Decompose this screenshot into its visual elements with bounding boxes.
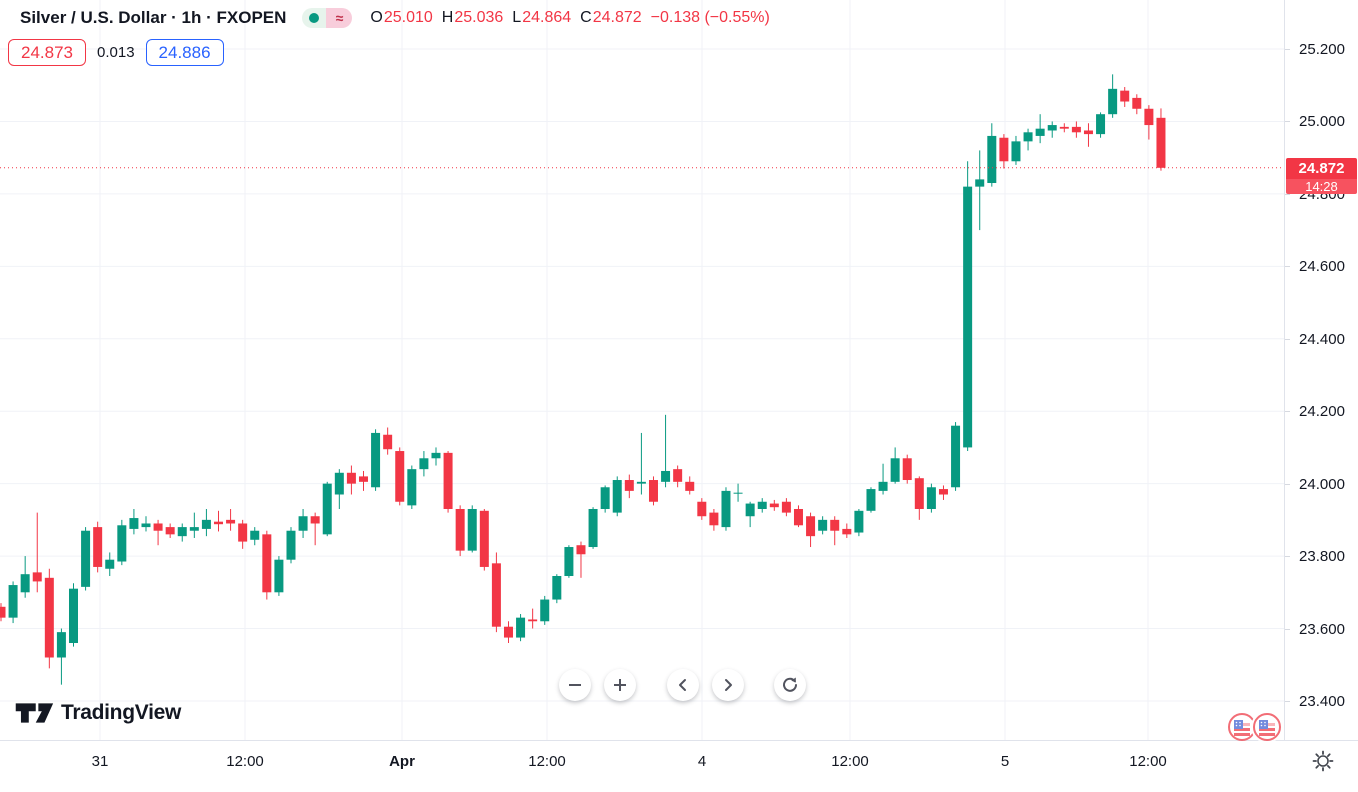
price-tickmark [1285, 339, 1290, 340]
price-tick-label: 24.600 [1299, 258, 1345, 276]
chevron-left-icon [679, 679, 686, 691]
delayed-data-icon: ≈ [326, 8, 353, 28]
price-tick-label: 24.000 [1299, 475, 1345, 493]
time-tick-label: 31 [91, 753, 109, 770]
chart-header: Silver / U.S. Dollar · 1h · FXOPEN ≈ O25… [20, 8, 770, 28]
scroll-right-button[interactable] [712, 669, 744, 701]
chart-pane[interactable]: Silver / U.S. Dollar · 1h · FXOPEN ≈ O25… [0, 0, 1284, 743]
chevron-right-icon [725, 679, 732, 691]
tradingview-logo[interactable]: TradingView [14, 700, 181, 726]
price-tickmark [1285, 556, 1290, 557]
reset-chart-button[interactable] [774, 669, 806, 701]
time-axis[interactable]: 31 12:00 Apr 12:00 4 12:00 5 12:00 [0, 740, 1358, 792]
price-tickmark [1285, 49, 1290, 50]
bar-countdown-timer: 14:28 [1286, 178, 1357, 194]
reset-icon [783, 677, 797, 692]
high-value: 25.036 [454, 9, 504, 26]
price-axis[interactable]: 25.200 25.000 24.800 24.600 24.400 24.200 24.0… [1284, 0, 1358, 740]
scroll-left-button[interactable] [667, 669, 699, 701]
market-open-indicator [302, 8, 327, 28]
price-tickmark [1285, 629, 1290, 630]
low-label: L [512, 9, 522, 26]
close-value: 24.872 [592, 9, 642, 26]
close-label: C [580, 9, 592, 26]
last-price-label: 24.872 14:28 [1286, 157, 1357, 194]
price-tick-label: 25.200 [1299, 41, 1345, 58]
plus-icon [614, 679, 626, 691]
zoom-out-button[interactable] [559, 669, 591, 701]
price-tickmark [1285, 194, 1290, 195]
price-tick-label: 25.000 [1299, 113, 1345, 131]
high-label: H [441, 9, 454, 26]
low-value: 24.864 [522, 9, 572, 26]
zoom-in-button[interactable] [604, 669, 636, 701]
candlestick-chart[interactable] [0, 0, 1284, 740]
open-value: 25.010 [383, 9, 433, 26]
price-tick-label: 24.200 [1299, 403, 1345, 421]
price-tickmark [1285, 484, 1290, 485]
status-dot-icon [309, 13, 320, 23]
spread-value: 0.013 [97, 44, 135, 61]
minus-icon [569, 684, 581, 686]
time-tick-label: 4 [697, 753, 707, 770]
sell-bid-button[interactable]: 24.873 [8, 39, 86, 66]
tradingview-logo-text: TradingView [61, 701, 182, 724]
price-tick-label: 23.400 [1299, 692, 1345, 710]
market-status-badge[interactable]: ≈ [302, 8, 353, 28]
tradingview-logo-icon [15, 703, 54, 723]
buy-ask-button[interactable]: 24.886 [145, 39, 224, 66]
price-tickmark [1285, 121, 1290, 122]
last-price-value: 24.872 [1286, 157, 1357, 179]
time-tick-label: 12:00 [226, 753, 264, 770]
time-tick-label: 12:00 [1129, 753, 1167, 770]
gear-icon [1312, 750, 1334, 772]
time-tick-label: 5 [1000, 753, 1010, 770]
price-tick-label: 23.800 [1299, 548, 1345, 566]
time-tick-label: 12:00 [528, 753, 566, 770]
price-tick-label: 23.600 [1299, 620, 1345, 638]
symbol-title[interactable]: Silver / U.S. Dollar · 1h · FXOPEN [20, 8, 287, 27]
time-tick-label: 12:00 [831, 753, 869, 770]
axis-settings-button[interactable] [1312, 750, 1334, 777]
bid-ask-row: 24.873 0.013 24.886 [8, 39, 224, 66]
timeline-event-flags[interactable] [1226, 711, 1284, 748]
price-tick-label: 24.400 [1299, 330, 1345, 348]
us-flag-icons [1228, 711, 1283, 743]
open-label: O [370, 9, 383, 26]
price-tickmark [1285, 266, 1290, 267]
ohlc-values: O25.010 H25.036 L24.864 C24.872 −0.138 (… [370, 9, 769, 27]
time-tick-label: Apr [389, 753, 415, 770]
change-value: −0.138 (−0.55%) [650, 9, 770, 26]
price-tickmark [1285, 411, 1290, 412]
price-tickmark [1285, 701, 1290, 702]
